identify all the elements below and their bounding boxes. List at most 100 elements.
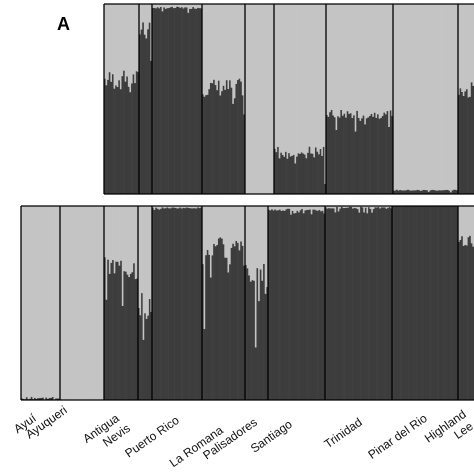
panel-top-bar-dark [181,7,183,195]
panel-top-bar-light [311,4,314,154]
panel-bottom-bar-light [240,206,243,242]
panel-bottom-bar-light [153,206,156,210]
panel-top-bar-dark [115,85,118,194]
panel-bottom-bar-dark [112,260,115,400]
panel-bottom-bar-light [164,206,167,209]
panel-top-bar-light [289,4,292,157]
panel-top-bar-dark [104,78,106,194]
panel-top-bar-light [322,4,325,147]
panel-bottom-bar-light [298,206,300,213]
panel-top-bar-dark [142,22,145,194]
panel-top-bar-light [313,4,316,158]
panel-top-bar-dark [209,82,212,194]
panel-top-bar-light [115,4,118,86]
panel-top-bar-light [330,4,333,110]
panel-top-bar-dark [326,115,328,194]
panel-top-bar-dark [397,190,400,194]
panel-bottom-bar-light [211,206,214,256]
panel-top-bar-light [131,4,133,84]
panel-top-bar-dark [113,88,116,194]
panel-top-bar-dark [166,8,169,195]
panel-bottom-bar-light [142,206,145,340]
panel-bottom-bar-light [198,206,201,209]
panel-bottom-bar-light [126,206,129,275]
panel-bottom-bar-dark [425,206,428,400]
panel-top-bar-dark [189,8,192,195]
panel-top-bar-light [139,4,141,35]
panel-bottom-bar-light [100,206,103,400]
panel-bottom-bar-dark [160,208,162,400]
panel-bottom-bar-light [187,206,190,208]
panel-top-bar-light [412,4,414,191]
panel-bottom-bar-dark [448,206,451,400]
panel-top-bar-light [221,4,224,92]
panel-top-bar-light [467,4,470,98]
panel-bottom-bar-dark [430,206,433,400]
panel-bottom-bar-dark [328,208,331,400]
panel-bottom-bar-light [209,206,212,278]
panel-bottom-bar-dark [113,273,116,400]
panel-top-bar-dark [373,112,376,194]
panel-top-bar-light [294,4,297,164]
panel-bottom-bar-light [469,206,472,236]
panel-top-bar-light [442,4,445,191]
panel-bottom-bar-dark [382,207,385,400]
panel-bottom-bar-dark [274,209,277,400]
panel-top-bar-dark [402,190,405,194]
panel-bottom-bar-light [172,206,175,208]
panel-bottom-bar-light [268,206,270,210]
panel-bottom-bar-light [254,206,257,348]
panel-top-bar-light [397,4,400,191]
panel-top-bar-dark [280,152,283,194]
panel-bottom-bar-light [112,206,115,261]
panel-top-bar-dark [126,76,129,194]
panel-bottom-bar-light [34,206,36,398]
panel-top-bar-light [372,4,375,117]
panel-bottom-bar-dark [148,299,151,400]
panel-top-bar-light [434,4,437,191]
panel-bottom-bar-dark [269,210,272,400]
panel-bottom [20,205,474,401]
panel-bottom-bar-light [83,206,86,400]
panel-bottom-bar-dark [372,209,375,400]
panel-bottom-bar-dark [152,207,154,400]
panel-bottom-bar-light [189,206,192,209]
panel-bottom-bar-light [129,206,132,274]
panel-top-bar-light [356,4,359,111]
panel-top-bar-dark [437,190,440,194]
panel-top-bar-light [321,4,324,156]
panel-bottom-bar-dark [266,287,269,400]
panel-bottom-bar-dark [445,206,448,400]
panel-bottom-bar-light [75,206,78,400]
panel-bottom-bar-dark [56,398,59,400]
panel-bottom-bar-dark [254,347,257,400]
panel-top-bar-light [235,4,238,84]
panel-bottom-bar-dark [424,206,427,400]
panel-top-bar-dark [281,154,284,194]
panel-top-bar-light [421,4,424,191]
panel-bottom-bar-dark [309,209,312,400]
panel-top-bar-dark [219,95,222,194]
panel-bottom-bar-dark [336,206,339,400]
panel-top-bar-dark [345,117,348,194]
panel-bottom-bar-dark [340,206,343,400]
panel-top-bar-dark [171,6,174,195]
panel-top-bar-light [259,4,262,194]
panel-top-bar-light [200,4,203,9]
panel-bottom-bar-dark [395,206,398,400]
panel-top-bar-light [161,4,164,12]
panel-top-bar-dark [292,154,295,194]
panel-top-bar-light [126,4,129,77]
panel-bottom-bar-dark [374,207,377,400]
panel-top-bar-dark [185,7,188,195]
panel-bottom-bar-light [30,206,33,397]
panel-bottom-bar-light [161,206,164,208]
panel-top-bar-dark [359,120,362,194]
panel-top-bar-dark [446,189,449,194]
panel-top-bar-dark [198,8,201,194]
panel-top-bar-light [327,4,330,117]
panel-top-bar-dark [372,116,375,194]
panel-top-bar-light [233,4,236,99]
panel-top-bar-dark [289,156,292,194]
panel-top-bar-light [380,4,383,118]
